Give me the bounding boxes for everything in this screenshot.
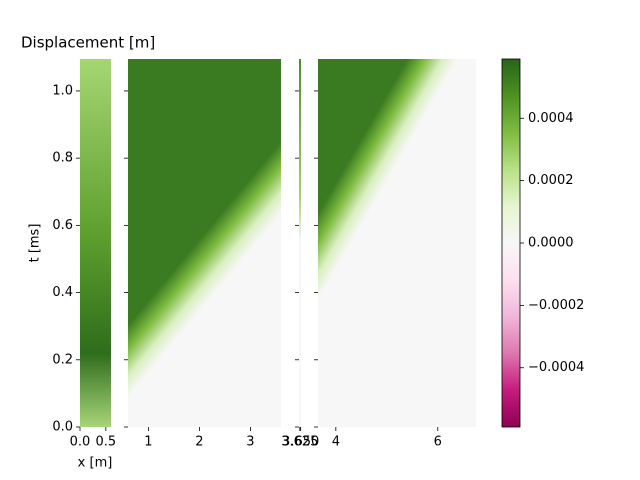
colorbar-tick-label: −0.0002 [528,298,584,313]
colorbar-tick-label: 0.0000 [528,236,574,251]
x-tick-label: 6 [434,435,442,450]
x-tick-label: 2 [195,435,203,450]
colorbar-tick-label: 0.0002 [528,173,574,188]
heatmap [128,59,281,427]
heatmap [299,59,301,427]
y-tick-label: 0.6 [52,218,73,233]
x-tick-label: 0.0 [70,435,91,450]
heatmap [318,59,476,427]
y-tick-label: 0.8 [52,151,73,166]
y-axis-label: t [ms] [28,224,43,263]
colorbar [501,58,521,428]
x-axis-label: x [m] [78,456,113,471]
y-tick-label: 0.4 [52,285,73,300]
y-tick-label: 0.0 [52,420,73,435]
colorbar-tick-label: 0.0004 [528,111,574,126]
x-tick-label: 3.650 [282,435,319,450]
x-tick-label: 3 [246,435,254,450]
x-tick-label: 0.5 [95,435,116,450]
y-tick-label: 1.0 [52,83,73,98]
heatmap [80,59,111,427]
x-tick-label: 4 [332,435,340,450]
x-tick-label: 1 [144,435,152,450]
chart-title: Displacement [m] [21,34,155,52]
colorbar-tick-label: −0.0004 [528,360,584,375]
y-tick-label: 0.2 [52,352,73,367]
x-tick-label: 3.625 [281,435,318,450]
